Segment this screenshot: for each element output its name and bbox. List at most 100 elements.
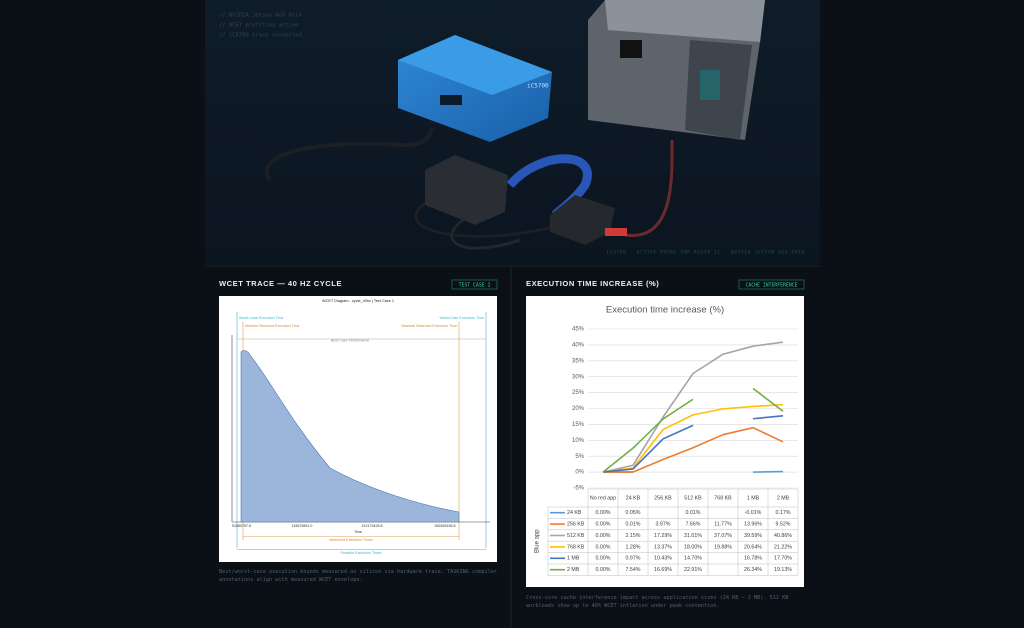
table-cell: 14.70% — [684, 556, 702, 562]
table-cell: 21.22% — [774, 544, 792, 550]
port — [440, 95, 462, 105]
table-cell: 0.05% — [625, 510, 640, 516]
table-cell: 0.00% — [595, 567, 610, 573]
panel-caption: Best/worst-case execution bounds measure… — [219, 569, 497, 583]
x-tick-label: 282465156.8 — [435, 524, 456, 528]
console-line: // WCET profiling active — [219, 23, 298, 29]
table-cell: 22.91% — [684, 567, 702, 573]
y-tick-label: 45% — [572, 327, 585, 333]
category-label: 256 KB — [654, 495, 672, 501]
panel-title: WCET TRACE — 40 HZ CYCLE — [219, 279, 342, 288]
y-tick-label: 25% — [572, 390, 585, 396]
y-tick-label: 40% — [572, 342, 585, 348]
table-cell: 0.00% — [595, 544, 610, 550]
table-cell: 26.34% — [744, 567, 762, 573]
panel-title: EXECUTION TIME INCREASE (%) — [526, 279, 659, 288]
wcet-diagram: WCET Diagram - cycle_40hz | Test Case 1 … — [219, 296, 497, 562]
power-socket — [620, 40, 642, 58]
table-cell: -0.01% — [745, 510, 762, 516]
x-tick-label: 51589757.8 — [232, 524, 251, 528]
badge — [451, 279, 498, 290]
y-tick-label: 20% — [572, 406, 585, 412]
legend-label: 256 KB — [567, 522, 585, 528]
device-label: iC5700 — [527, 83, 549, 90]
diagram-title: WCET Diagram - cycle_40hz | Test Case 1 — [322, 299, 394, 303]
chart-frame — [526, 296, 804, 587]
connector — [605, 228, 627, 236]
panel-caption: Cross-core cache interference impact acr… — [526, 595, 789, 609]
table-cell: 31.01% — [684, 533, 702, 539]
table-cell: 0.17% — [775, 510, 790, 516]
diagram-label: Measured Execution Times — [329, 538, 373, 542]
table-cell: 13.37% — [654, 544, 672, 550]
category-label: 1 MB — [747, 495, 760, 501]
series-line — [602, 387, 784, 473]
table-cell: 0.00% — [595, 510, 610, 516]
table-cell: 2.15% — [625, 533, 640, 539]
table-cell: 13.96% — [744, 522, 762, 528]
y-tick-label: 15% — [572, 422, 585, 428]
diagram-label: Best-Case Performance — [331, 338, 369, 342]
series-line — [602, 415, 784, 473]
execution-distribution — [240, 350, 460, 523]
diagram-label: Worst-Case Execution Time — [440, 316, 484, 320]
legend-label: 24 KB — [567, 510, 582, 516]
table-cell: 17.29% — [654, 533, 672, 539]
chart-title: Execution time increase (%) — [606, 305, 724, 316]
table-cell: 7.54% — [625, 567, 640, 573]
table-cell: 20.64% — [744, 544, 762, 550]
diagram-label: Worst-Case Execution Time — [239, 316, 283, 320]
table-cell: 0.01% — [625, 522, 640, 528]
table-cell: 11.77% — [714, 522, 732, 528]
table-cell: 18.00% — [684, 544, 702, 550]
table-cell: 9.52% — [775, 522, 790, 528]
hero-caption: IC5700 · ACTIVE PROBE AMP RSSTP IC · NVI… — [606, 250, 805, 256]
y-tick-label: 30% — [572, 374, 585, 380]
badge — [738, 279, 805, 290]
table-cell: 40.86% — [774, 533, 792, 539]
cable — [265, 127, 434, 182]
category-label: 2 MB — [777, 495, 790, 501]
console-line: // NVIDIA Jetson AGX Orin — [219, 13, 302, 19]
badge-text: TEST CASE 1 — [459, 282, 491, 288]
table-cell: 7.66% — [685, 522, 700, 528]
category-label: 24 KB — [626, 495, 641, 501]
console-line: // iC5700 trace connected — [219, 33, 302, 39]
table-row-title: Blue app — [535, 529, 541, 553]
y-tick-label: 35% — [572, 358, 585, 364]
x-axis-title: Time — [354, 530, 362, 534]
probe-box-top — [398, 35, 552, 95]
x-tick-label: 212179425.8 — [362, 524, 383, 528]
table-cell: 37.07% — [714, 533, 732, 539]
y-tick-label: -5% — [573, 486, 584, 492]
table-cell: 1.28% — [625, 544, 640, 550]
adapter-board — [550, 195, 615, 245]
cable — [414, 198, 561, 238]
y-tick-label: 5% — [575, 454, 584, 460]
series-line — [602, 341, 784, 473]
legend-label: 1 MB — [567, 556, 580, 562]
table-cell: 17.70% — [774, 556, 792, 562]
table-cell: 0.00% — [595, 556, 610, 562]
series-line — [602, 426, 784, 473]
category-label: 512 KB — [684, 495, 702, 501]
y-tick-label: 0% — [575, 470, 584, 476]
amplifier-box — [425, 155, 508, 225]
table-cell: 19.88% — [714, 544, 732, 550]
badge-text: CACHE INTERFERENCE — [746, 282, 798, 288]
hardware-illustration: iC5700 — [265, 0, 765, 250]
cable — [450, 213, 521, 250]
io-ports — [700, 70, 720, 100]
legend-label: 2 MB — [567, 567, 580, 573]
y-tick-label: 10% — [572, 438, 585, 444]
table-cell: 0.97% — [625, 556, 640, 562]
category-label: No red app — [590, 495, 616, 501]
table-cell: 39.59% — [744, 533, 762, 539]
legend-label: 768 KB — [567, 544, 585, 550]
line-chart: -5% 0% 5% 10% 15% 20% 25% 30% 35% 40% 45% No red ap… — [535, 327, 799, 576]
category-label: 768 KB — [714, 495, 732, 501]
diagram-label: Minimal Observed Execution Time — [245, 324, 300, 328]
